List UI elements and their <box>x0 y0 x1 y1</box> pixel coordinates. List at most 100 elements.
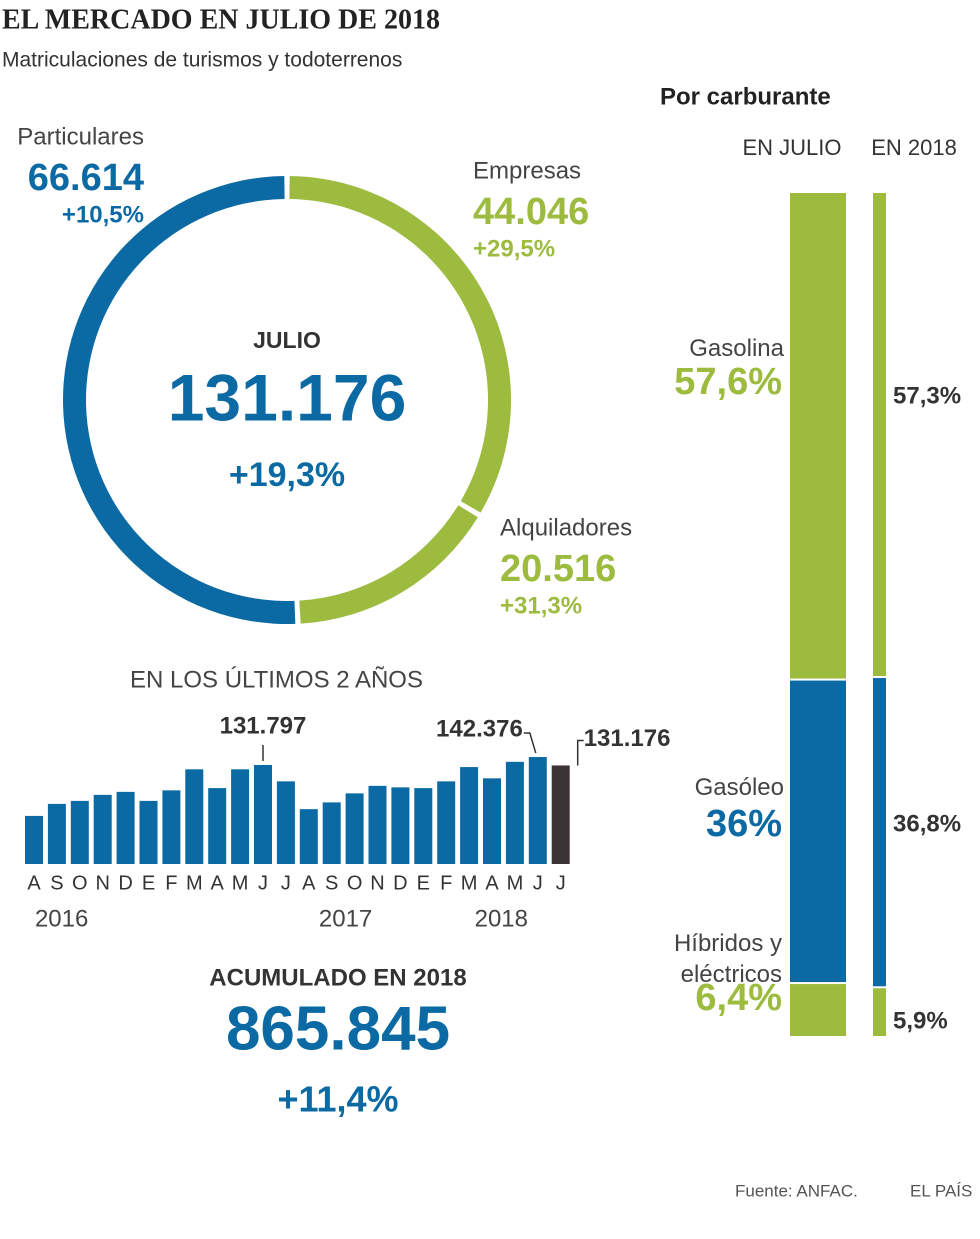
leader-line <box>576 739 584 766</box>
bar <box>414 788 433 864</box>
stack-segment <box>873 988 886 1036</box>
x-tick-label: J <box>258 872 268 894</box>
accumulated-label: ACUMULADO EN 2018 <box>209 964 466 991</box>
bar <box>368 785 387 864</box>
donut-slice <box>299 505 478 624</box>
x-tick-label: M <box>232 872 249 894</box>
x-tick-label: F <box>165 872 177 894</box>
stack-segment <box>873 678 886 987</box>
slice-value: 66.614 <box>28 157 144 199</box>
segment-value: 57,3% <box>893 382 961 409</box>
bar <box>93 794 112 864</box>
x-tick-label: N <box>370 872 384 894</box>
year-label: 2016 <box>35 905 88 932</box>
slice-value: 44.046 <box>473 191 589 233</box>
column-label: EN 2018 <box>871 135 957 160</box>
year-label: 2017 <box>319 905 372 932</box>
bar <box>460 767 479 864</box>
brand: EL PAÍS <box>910 1181 972 1200</box>
slice-name: Alquiladores <box>500 514 632 541</box>
donut-slice <box>289 176 512 513</box>
bar <box>231 769 250 864</box>
bar <box>70 800 89 864</box>
bar-title: EN LOS ÚLTIMOS 2 AÑOS <box>130 666 423 693</box>
accumulated-value: 865.845 <box>226 994 450 1063</box>
bar <box>345 793 364 864</box>
bar <box>437 781 456 864</box>
slice-name: Particulares <box>17 123 144 150</box>
segment-value: 5,9% <box>893 1007 948 1034</box>
bar <box>208 788 227 864</box>
bar-value-label: 142.376 <box>436 715 523 742</box>
center-label: JULIO <box>253 327 321 353</box>
series-name-box: Gasolina <box>689 335 784 362</box>
x-tick-label: A <box>211 872 225 894</box>
stack-segment <box>790 984 846 1036</box>
x-tick-label: O <box>72 872 88 894</box>
stack-segment <box>790 193 846 679</box>
slice-name: Empresas <box>473 157 581 184</box>
bar <box>116 791 135 864</box>
bar <box>139 800 158 864</box>
bar <box>551 765 570 864</box>
x-tick-label: O <box>347 872 363 894</box>
bar <box>162 790 181 864</box>
stack-segment <box>873 193 886 677</box>
leader-line <box>523 732 537 754</box>
x-tick-label: M <box>461 872 478 894</box>
series-name-box: Híbridos y eléctricos <box>673 930 782 988</box>
accumulated-change: +11,4% <box>277 1079 398 1120</box>
series-name: Híbridos y eléctricos <box>673 930 782 988</box>
x-tick-label: D <box>118 872 132 894</box>
bar <box>25 815 43 864</box>
bar <box>391 787 410 864</box>
bar <box>505 761 524 864</box>
x-tick-label: J <box>556 872 566 894</box>
x-tick-label: S <box>50 872 63 894</box>
center-change: +19,3% <box>229 456 345 494</box>
bar <box>254 764 272 864</box>
x-tick-label: D <box>393 872 407 894</box>
x-tick-label: J <box>533 872 543 894</box>
year-label: 2018 <box>475 905 528 932</box>
x-tick-label: M <box>186 872 203 894</box>
bar <box>276 781 295 864</box>
subtitle: Matriculaciones de turismos y todoterren… <box>2 49 402 72</box>
x-tick-label: A <box>302 872 316 894</box>
slice-change: +29,5% <box>473 235 555 262</box>
x-tick-label: J <box>281 872 291 894</box>
bar-value-label: 131.797 <box>220 712 307 739</box>
bar <box>322 802 341 864</box>
bar <box>528 757 547 864</box>
x-tick-label: E <box>142 872 155 894</box>
segment-value: 57,6% <box>674 361 782 403</box>
series-name-box: Gasóleo <box>694 774 784 801</box>
slice-value: 20.516 <box>500 548 616 590</box>
title: EL MERCADO EN JULIO DE 2018 <box>2 4 440 35</box>
stack-title: Por carburante <box>660 83 831 110</box>
x-tick-label: E <box>417 872 430 894</box>
x-tick-label: N <box>95 872 109 894</box>
x-tick-label: A <box>485 872 499 894</box>
x-tick-label: M <box>507 872 524 894</box>
bar <box>47 803 66 864</box>
center-value: 131.176 <box>168 360 407 434</box>
slice-change: +10,5% <box>62 201 144 228</box>
slice-change: +31,3% <box>500 592 582 619</box>
bar-value-label: 131.176 <box>584 725 671 752</box>
column-label: EN JULIO <box>742 135 841 160</box>
bar <box>299 809 318 864</box>
segment-value: 6,4% <box>695 977 782 1019</box>
source: Fuente: ANFAC. <box>735 1181 858 1200</box>
bar <box>185 769 204 864</box>
x-tick-label: A <box>27 872 41 894</box>
series-name: Gasolina <box>689 335 784 362</box>
series-name: Gasóleo <box>694 774 784 801</box>
segment-value: 36,8% <box>893 810 961 837</box>
segment-value: 36% <box>706 803 782 845</box>
x-tick-label: F <box>440 872 452 894</box>
stack-segment <box>790 680 846 983</box>
x-tick-label: S <box>325 872 338 894</box>
bar <box>483 778 501 864</box>
